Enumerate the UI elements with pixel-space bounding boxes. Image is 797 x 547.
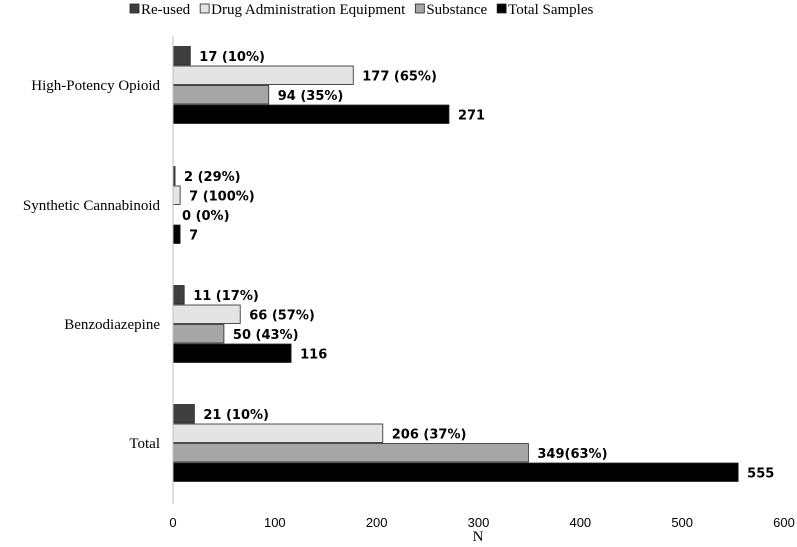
bar-total-samples-synthetic-cannabinoid xyxy=(172,224,181,244)
bar-drug-administration-equipment-benzodiazepine xyxy=(172,304,241,324)
data-label: 50 (43%) xyxy=(233,328,299,343)
category-label-total: Total xyxy=(129,436,160,452)
bar-substance-total xyxy=(172,443,529,463)
data-label: 7 (100%) xyxy=(189,189,255,204)
bar-drug-administration-equipment-high-potency-opioid xyxy=(172,65,354,85)
bar-drug-administration-equipment-synthetic-cannabinoid xyxy=(172,185,181,205)
bar-re-used-benzodiazepine xyxy=(172,285,185,305)
data-label: 66 (57%) xyxy=(249,308,315,323)
data-label: 555 xyxy=(747,466,774,481)
category-axis: High-Potency Opioid Synthetic Cannabinoid… xyxy=(23,78,161,452)
data-label: 17 (10%) xyxy=(199,50,265,65)
legend-label: Drug Administration Equipment xyxy=(211,2,406,18)
legend-label: Re-used xyxy=(141,2,191,18)
bar-re-used-high-potency-opioid xyxy=(172,46,191,66)
x-tick-label: 400 xyxy=(569,515,591,530)
data-label: 116 xyxy=(300,347,327,362)
bar-total-samples-total xyxy=(172,462,739,482)
x-tick-label: 0 xyxy=(169,515,176,530)
legend-item-re-used: Re-used xyxy=(129,2,191,18)
data-label: 94 (35%) xyxy=(278,89,344,104)
category-label-synthetic-cannabinoid: Synthetic Cannabinoid xyxy=(23,198,161,214)
legend-swatch xyxy=(129,3,140,14)
bar-substance-high-potency-opioid xyxy=(172,85,270,105)
bar-drug-administration-equipment-total xyxy=(172,423,384,443)
legend-item-drug-administration-equipment: Drug Administration Equipment xyxy=(199,2,406,18)
x-axis: 0 100 200 300 400 500 600 xyxy=(169,515,794,530)
data-label: 0 (0%) xyxy=(182,209,230,224)
data-label: 271 xyxy=(458,108,485,123)
x-axis-title: N xyxy=(473,529,484,545)
chart-legend: Re-used Drug Administration Equipment Subs… xyxy=(129,2,593,18)
legend-swatch xyxy=(414,3,425,14)
legend-item-substance: Substance xyxy=(414,2,487,18)
legend-swatch xyxy=(496,3,507,14)
data-label: 349(63%) xyxy=(537,447,607,462)
bar-total-samples-benzodiazepine xyxy=(172,343,292,363)
x-tick-label: 200 xyxy=(366,515,388,530)
data-label: 177 (65%) xyxy=(362,69,437,84)
x-tick-label: 100 xyxy=(264,515,286,530)
bar-substance-benzodiazepine xyxy=(172,324,225,344)
bar-total-samples-high-potency-opioid xyxy=(172,104,450,124)
legend-item-total-samples: Total Samples xyxy=(496,2,593,18)
bar-re-used-total xyxy=(172,404,195,424)
data-label: 2 (29%) xyxy=(184,170,241,185)
legend-label: Substance xyxy=(426,2,487,18)
data-label: 7 xyxy=(189,228,198,243)
x-tick-label: 600 xyxy=(773,515,795,530)
data-label: 11 (17%) xyxy=(193,289,259,304)
category-label-high-potency-opioid: High-Potency Opioid xyxy=(31,78,160,94)
chart-plot-area: 17 (10%) 177 (65%) 94 (35%) 271 2 (29%) 7 (10… xyxy=(172,46,774,482)
data-label: 206 (37%) xyxy=(392,427,467,442)
legend-label: Total Samples xyxy=(508,2,593,18)
data-label: 21 (10%) xyxy=(203,408,269,423)
x-tick-label: 500 xyxy=(671,515,693,530)
legend-swatch xyxy=(199,3,210,14)
x-tick-label: 300 xyxy=(468,515,490,530)
category-label-benzodiazepine: Benzodiazepine xyxy=(64,317,160,333)
